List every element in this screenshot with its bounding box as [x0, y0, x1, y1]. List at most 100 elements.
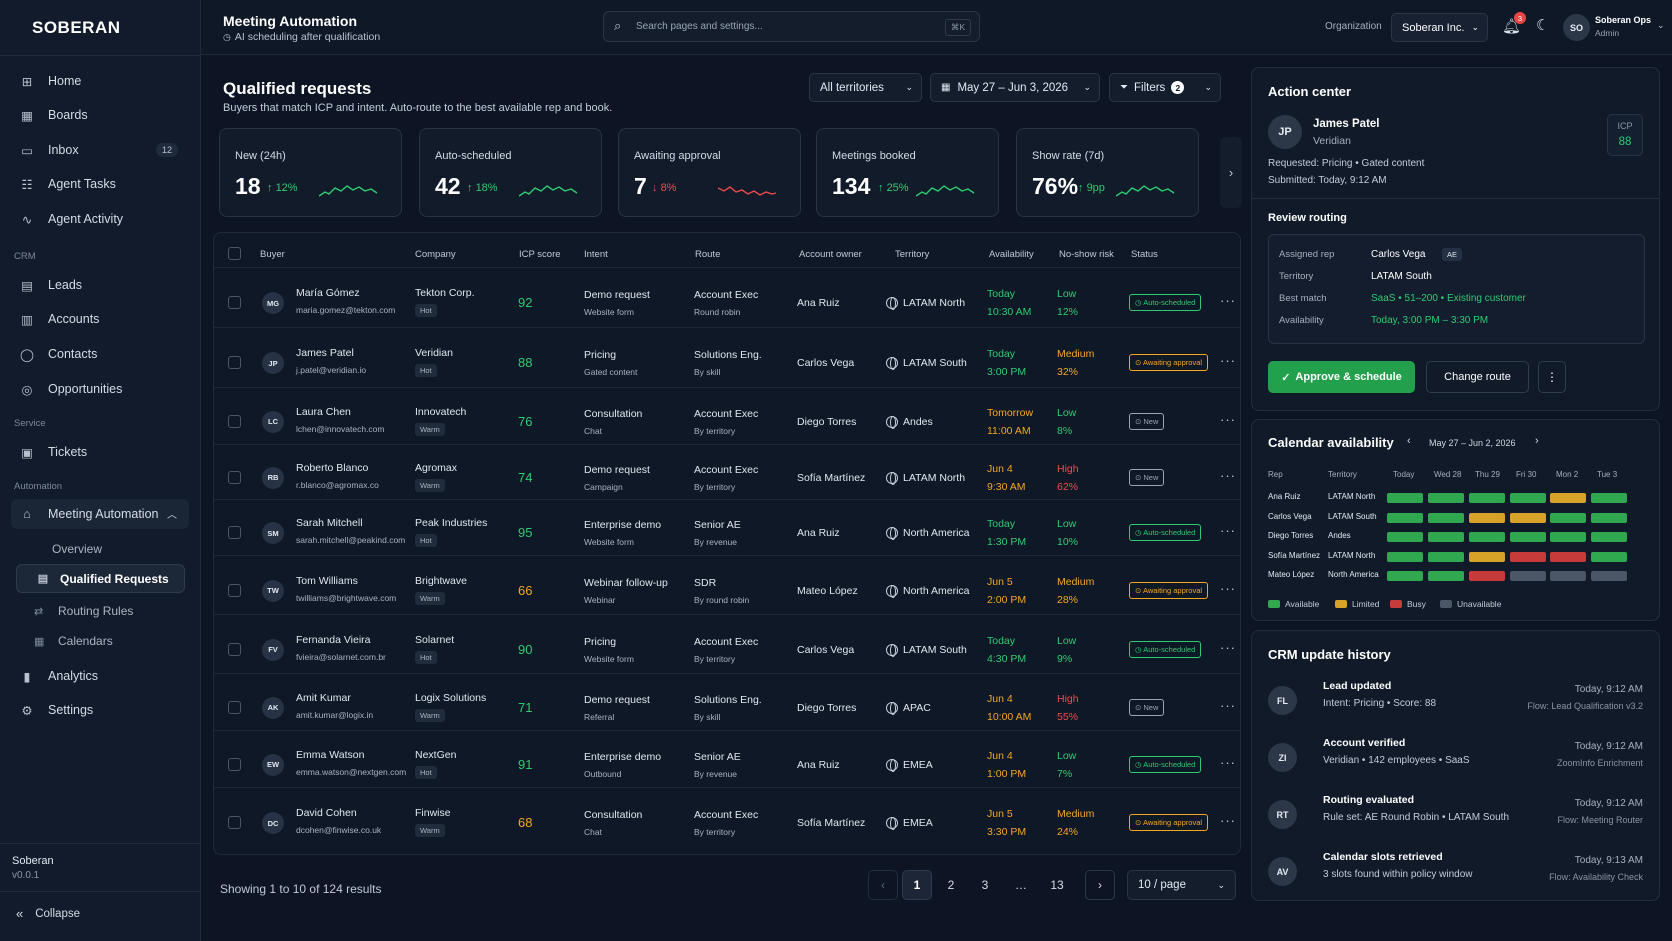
- buyer-name[interactable]: Roberto Blanco: [296, 461, 369, 474]
- row-more-icon[interactable]: ···: [1220, 580, 1236, 596]
- buyer-name[interactable]: Tom Williams: [296, 574, 358, 587]
- table-row[interactable]: [214, 787, 1240, 847]
- slot-available[interactable]: [1428, 571, 1464, 581]
- table-row[interactable]: [214, 730, 1240, 787]
- row-checkbox[interactable]: [228, 296, 241, 309]
- chevron-down-icon[interactable]: ⌄: [1657, 20, 1665, 30]
- row-more-icon[interactable]: ···: [1220, 411, 1236, 427]
- slot-available[interactable]: [1591, 493, 1627, 503]
- nav-calendars[interactable]: ▦ Calendars: [34, 634, 113, 648]
- per-page-select[interactable]: 10 / page ⌄: [1127, 870, 1236, 900]
- slot-unavailable[interactable]: [1591, 571, 1627, 581]
- table-row[interactable]: [214, 555, 1240, 614]
- nav-opportunities[interactable]: ◎ Opportunities: [16, 374, 186, 404]
- nav-settings[interactable]: ⚙ Settings: [16, 695, 186, 725]
- row-checkbox[interactable]: [228, 414, 241, 428]
- table-row[interactable]: [214, 499, 1240, 555]
- buyer-name[interactable]: Laura Chen: [296, 405, 351, 418]
- row-checkbox[interactable]: [228, 642, 241, 656]
- territory-select[interactable]: All territories ⌄: [809, 73, 922, 102]
- slot-available[interactable]: [1428, 493, 1464, 503]
- prev-page-button[interactable]: ‹: [868, 870, 898, 900]
- slot-available[interactable]: [1387, 493, 1423, 503]
- row-more-icon[interactable]: ···: [1220, 353, 1236, 368]
- nav-routing-rules[interactable]: ⇄ Routing Rules: [34, 604, 134, 618]
- row-more-icon[interactable]: ···: [1220, 754, 1236, 770]
- kpi-scroll-right-button[interactable]: ›: [1220, 137, 1242, 208]
- buyer-name[interactable]: María Gómez: [296, 287, 360, 299]
- org-select[interactable]: Soberan Inc. ⌄: [1391, 13, 1488, 42]
- slot-available[interactable]: [1387, 551, 1423, 562]
- row-checkbox[interactable]: [228, 700, 241, 714]
- slot-available[interactable]: [1387, 532, 1423, 542]
- filters-button[interactable]: ⏷ Filters 2 ⌄: [1109, 73, 1221, 102]
- row-checkbox[interactable]: [228, 583, 241, 597]
- row-checkbox[interactable]: [228, 470, 241, 484]
- table-row[interactable]: [214, 327, 1240, 387]
- slot-busy[interactable]: [1469, 571, 1505, 581]
- user-avatar[interactable]: SO: [1563, 14, 1590, 41]
- nav-overview[interactable]: Overview: [52, 542, 103, 556]
- collapse-button[interactable]: «Collapse: [16, 906, 80, 921]
- table-row[interactable]: [214, 614, 1240, 673]
- search-input[interactable]: Search pages and settings...: [636, 21, 763, 32]
- moon-icon[interactable]: ☾: [1536, 17, 1550, 34]
- user-name[interactable]: Soberan Ops: [1595, 15, 1652, 25]
- buyer-name[interactable]: Amit Kumar: [296, 691, 351, 704]
- table-row[interactable]: [214, 267, 1240, 327]
- row-checkbox[interactable]: [228, 526, 241, 539]
- page-3-button[interactable]: 3: [981, 878, 989, 892]
- buyer-name[interactable]: James Patel: [296, 347, 354, 359]
- slot-available[interactable]: [1428, 551, 1464, 562]
- nav-analytics[interactable]: ▮ Analytics: [16, 661, 186, 691]
- nav-agent-activity[interactable]: ∿ Agent Activity: [16, 204, 186, 234]
- row-more-icon[interactable]: ···: [1220, 467, 1236, 483]
- nav-boards[interactable]: ▦ Boards: [16, 100, 186, 130]
- date-range-picker[interactable]: ▦ May 27 – Jun 3, 2026 ⌄: [930, 73, 1100, 102]
- slot-limited[interactable]: [1469, 551, 1505, 562]
- row-more-icon[interactable]: ···: [1220, 697, 1236, 713]
- slot-available[interactable]: [1387, 512, 1423, 523]
- nav-leads[interactable]: ▤ Leads: [16, 270, 186, 300]
- slot-busy[interactable]: [1550, 551, 1586, 562]
- nav-home[interactable]: ⊞ Home: [16, 66, 186, 96]
- nav-qualified-requests[interactable]: ▤ Qualified Requests: [16, 564, 185, 593]
- slot-available[interactable]: [1469, 532, 1505, 542]
- row-checkbox[interactable]: [228, 757, 241, 771]
- buyer-name[interactable]: David Cohen: [296, 807, 357, 819]
- change-route-button[interactable]: Change route: [1426, 361, 1529, 393]
- nav-meeting-automation[interactable]: ⌂ Meeting Automation ︿: [11, 499, 189, 529]
- buyer-name[interactable]: Emma Watson: [296, 748, 365, 761]
- calendar-next-button[interactable]: ›: [1535, 435, 1539, 447]
- slot-unavailable[interactable]: [1550, 571, 1586, 581]
- slot-available[interactable]: [1591, 551, 1627, 562]
- table-row[interactable]: [214, 673, 1240, 730]
- calendar-prev-button[interactable]: ‹: [1407, 435, 1411, 447]
- row-more-icon[interactable]: ···: [1220, 523, 1236, 538]
- slot-available[interactable]: [1591, 512, 1627, 523]
- buyer-name[interactable]: Sarah Mitchell: [296, 517, 363, 529]
- slot-limited[interactable]: [1510, 512, 1546, 523]
- slot-available[interactable]: [1428, 512, 1464, 523]
- approve-schedule-button[interactable]: ✓ Approve & schedule: [1268, 361, 1415, 393]
- next-page-button[interactable]: ›: [1085, 870, 1115, 900]
- nav-contacts[interactable]: ◯ Contacts: [20, 347, 98, 362]
- page-1-button[interactable]: 1: [902, 870, 932, 900]
- slot-available[interactable]: [1510, 493, 1546, 503]
- slot-available[interactable]: [1387, 571, 1423, 581]
- nav-tickets[interactable]: ▣ Tickets: [16, 437, 186, 467]
- slot-unavailable[interactable]: [1510, 571, 1546, 581]
- page-13-button[interactable]: 13: [1050, 878, 1064, 892]
- slot-available[interactable]: [1591, 532, 1627, 542]
- slot-available[interactable]: [1510, 532, 1546, 542]
- buyer-name[interactable]: Fernanda Vieira: [296, 633, 371, 646]
- more-options-button[interactable]: ⋮: [1538, 361, 1566, 393]
- slot-available[interactable]: [1550, 532, 1586, 542]
- slot-busy[interactable]: [1510, 551, 1546, 562]
- page-2-button[interactable]: 2: [947, 878, 955, 892]
- slot-available[interactable]: [1550, 512, 1586, 523]
- slot-limited[interactable]: [1550, 493, 1586, 503]
- row-more-icon[interactable]: ···: [1220, 293, 1236, 308]
- select-all-checkbox[interactable]: [228, 247, 241, 260]
- row-more-icon[interactable]: ···: [1220, 639, 1236, 655]
